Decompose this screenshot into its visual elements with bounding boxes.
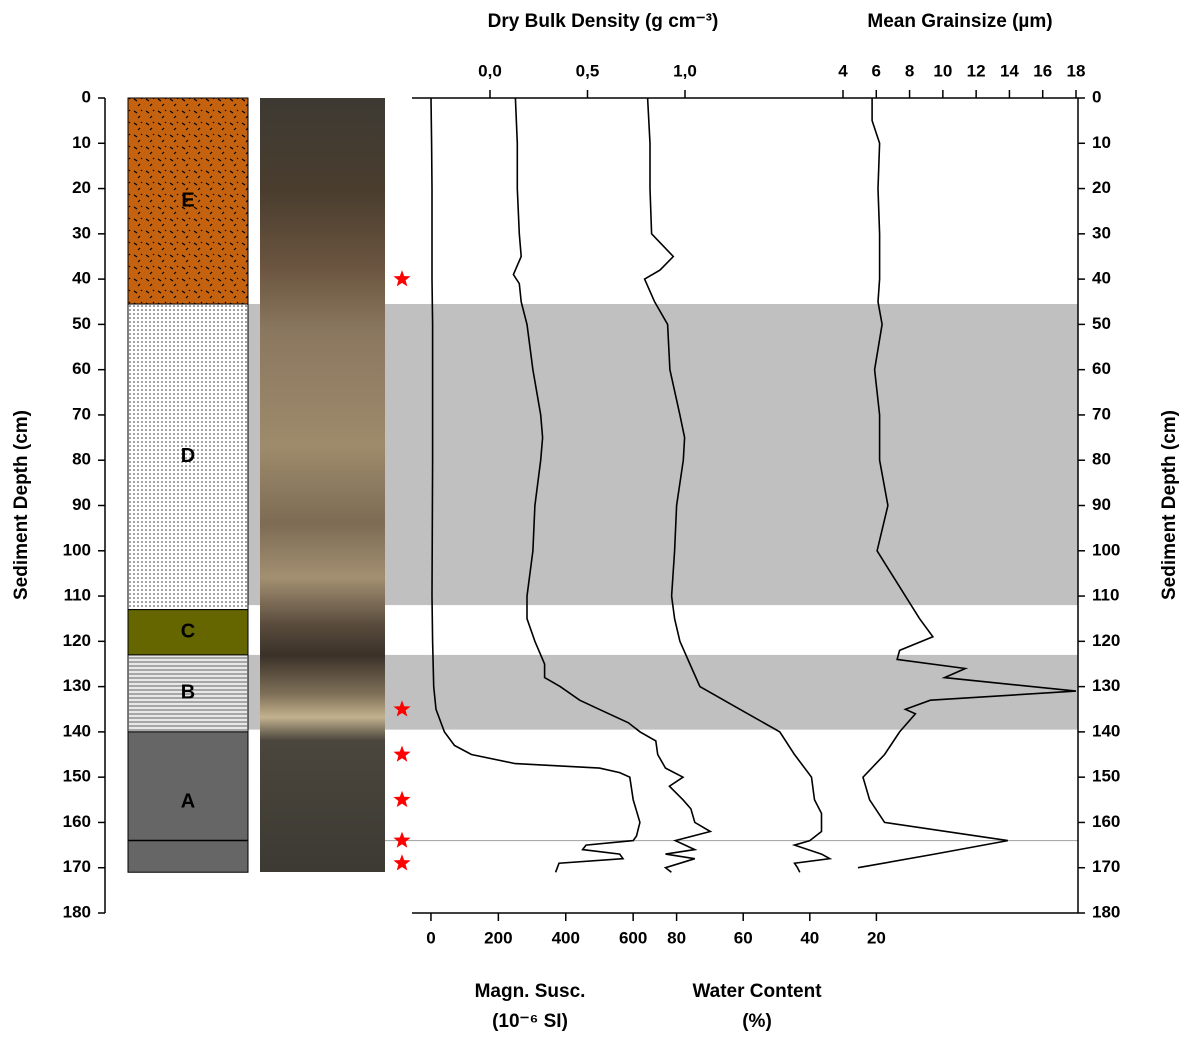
core-photo — [260, 98, 385, 872]
shaded-interval — [248, 304, 1078, 606]
shaded-interval — [248, 654, 1078, 730]
x-tick-label: 80 — [667, 928, 686, 947]
x-tick-label: 4 — [838, 61, 848, 80]
unit-label: A — [181, 790, 195, 812]
y-tick-label-right: 140 — [1092, 721, 1120, 740]
y-tick-label-right: 70 — [1092, 404, 1111, 423]
profile-line — [512, 97, 713, 873]
y-tick-label: 120 — [63, 631, 91, 650]
x-tick-label: 0,5 — [576, 61, 600, 80]
y-tick-label: 50 — [72, 314, 91, 333]
y-tick-label-right: 0 — [1092, 87, 1101, 106]
y-tick-label: 70 — [72, 404, 91, 423]
y-tick-label-right: 160 — [1092, 812, 1120, 831]
x-tick-label: 0 — [426, 928, 435, 947]
y-tick-label-right: 10 — [1092, 133, 1111, 152]
x-tick-label: 16 — [1033, 61, 1052, 80]
y-tick-label-right: 100 — [1092, 540, 1120, 559]
y-tick-label-right: 40 — [1092, 269, 1111, 288]
y-tick-label: 150 — [63, 767, 91, 786]
y-tick-label-right: 170 — [1092, 857, 1120, 876]
axis-subtitle: (10⁻⁶ SI) — [492, 1011, 568, 1032]
x-tick-label: 14 — [1000, 61, 1019, 80]
x-tick-label: 1,0 — [673, 61, 697, 80]
lithology-pattern — [128, 304, 248, 610]
main-layer: E D C B A — [127, 97, 1078, 873]
sample-star — [393, 270, 411, 287]
unit-label: E — [181, 189, 194, 211]
y-axis-title-right: Sediment Depth (cm) — [1159, 410, 1180, 600]
y-tick-label: 160 — [63, 812, 91, 831]
y-tick-label-right: 120 — [1092, 631, 1120, 650]
unit-label: C — [181, 621, 195, 643]
unit-label: D — [181, 445, 195, 467]
y-tick-label-right: 20 — [1092, 178, 1111, 197]
x-tick-label: 200 — [484, 928, 512, 947]
sample-star — [393, 745, 411, 762]
profile-line — [430, 97, 641, 873]
y-tick-label: 140 — [63, 721, 91, 740]
y-tick-label-right: 180 — [1092, 902, 1120, 921]
x-tick-label: 6 — [872, 61, 881, 80]
sample-star — [393, 790, 411, 808]
y-tick-label-right: 50 — [1092, 314, 1111, 333]
sample-star — [393, 854, 411, 871]
y-tick-label: 80 — [72, 450, 91, 469]
lithology-unit — [127, 731, 249, 873]
x-tick-label: 20 — [867, 928, 886, 947]
x-tick-label: 60 — [734, 928, 753, 947]
y-tick-label-right: 110 — [1092, 586, 1119, 605]
y-tick-label: 30 — [72, 223, 91, 242]
y-tick-label: 0 — [82, 87, 91, 106]
lithology-unit — [127, 609, 249, 656]
x-tick-label: 600 — [619, 928, 647, 947]
lithology-pattern — [128, 98, 248, 305]
x-tick-label: 10 — [933, 61, 952, 80]
x-tick-label: 12 — [967, 61, 986, 80]
y-tick-label-right: 150 — [1092, 767, 1120, 786]
y-tick-label: 180 — [63, 902, 91, 921]
y-axis-title: Sediment Depth (cm) — [11, 410, 32, 600]
y-tick-label: 130 — [63, 676, 91, 695]
y-tick-label-right: 130 — [1092, 676, 1120, 695]
x-tick-label: 40 — [800, 928, 819, 947]
y-tick-label: 90 — [72, 495, 91, 514]
y-tick-label-right: 30 — [1092, 223, 1111, 242]
profile-line — [857, 98, 1077, 869]
y-tick-label-right: 60 — [1092, 359, 1111, 378]
background-layer — [248, 304, 1078, 730]
y-tick-label: 40 — [72, 269, 91, 288]
x-tick-label: 0,0 — [478, 61, 502, 80]
y-tick-label-right: 80 — [1092, 450, 1111, 469]
y-tick-label: 110 — [64, 586, 91, 605]
y-tick-label-right: 90 — [1092, 495, 1111, 514]
axis-title: Dry Bulk Density (g cm⁻³) — [488, 11, 719, 32]
profile-line — [643, 97, 833, 873]
axis-title: Water Content — [692, 981, 822, 1002]
unit-label: B — [181, 682, 195, 704]
axis-subtitle: (%) — [742, 1011, 772, 1032]
x-tick-label: 18 — [1067, 61, 1086, 80]
axis-title: Magn. Susc. — [475, 981, 586, 1002]
y-tick-label: 170 — [63, 857, 91, 876]
axis-title: Mean Grainsize (µm) — [867, 11, 1052, 32]
sample-star — [393, 831, 411, 848]
sample-star — [393, 700, 411, 717]
y-tick-label: 60 — [72, 359, 91, 378]
y-tick-label: 10 — [72, 133, 91, 152]
x-tick-label: 8 — [905, 61, 914, 80]
y-tick-label: 100 — [63, 540, 91, 559]
y-tick-label: 20 — [72, 178, 91, 197]
lithology-pattern — [128, 654, 248, 732]
x-tick-label: 400 — [552, 928, 580, 947]
